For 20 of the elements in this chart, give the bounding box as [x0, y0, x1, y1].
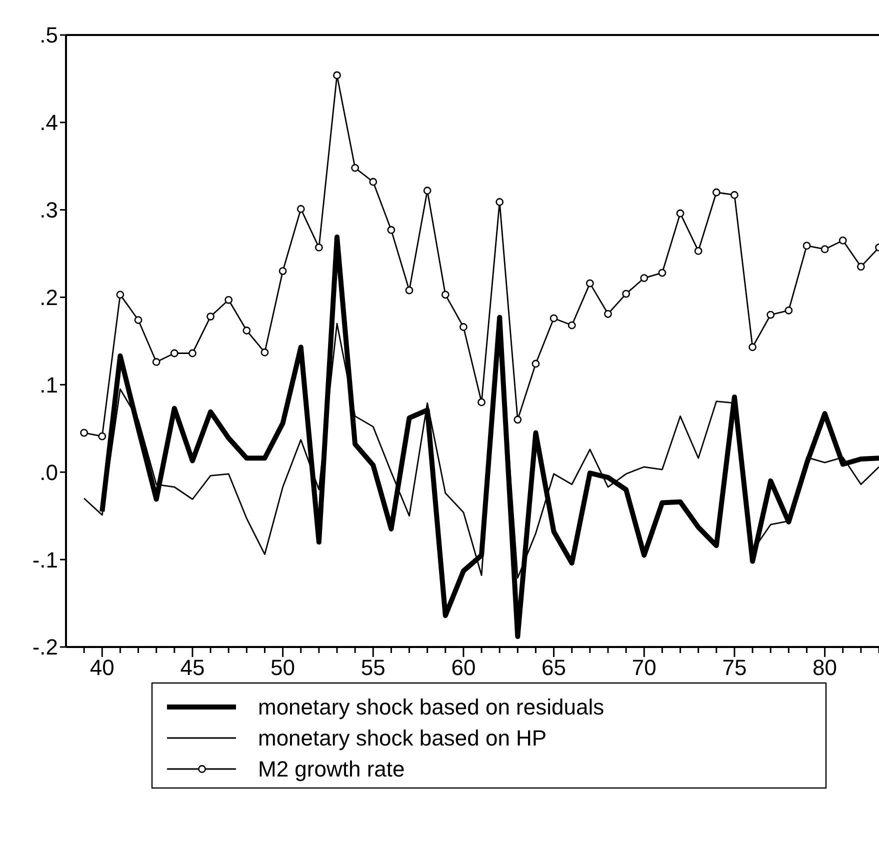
y-tick-label: .5	[40, 22, 58, 48]
y-tick-label: -.2	[32, 634, 58, 660]
y-tick-label: .3	[40, 198, 58, 223]
x-tick-label: 70	[632, 655, 656, 680]
legend-label: monetary shock based on residuals	[258, 694, 604, 720]
legend-label: monetary shock based on HP	[258, 726, 547, 751]
legend-label: M2 growth rate	[258, 756, 405, 782]
y-tick-label: .1	[40, 372, 58, 398]
x-tick-label: 55	[360, 655, 386, 680]
x-tick-label: 45	[180, 655, 205, 680]
y-tick-label: -.1	[32, 547, 58, 572]
y-tick-label: .0	[40, 460, 58, 485]
x-tick-label: 60	[451, 655, 476, 680]
x-tick-label: 65	[542, 655, 566, 680]
y-tick-label: .2	[40, 284, 58, 310]
x-tick-label: 40	[90, 655, 114, 680]
x-tick-label: 80	[812, 655, 838, 680]
x-tick-label: 50	[270, 655, 296, 680]
y-tick-label: .4	[40, 110, 58, 136]
x-tick-label: 75	[722, 655, 747, 680]
